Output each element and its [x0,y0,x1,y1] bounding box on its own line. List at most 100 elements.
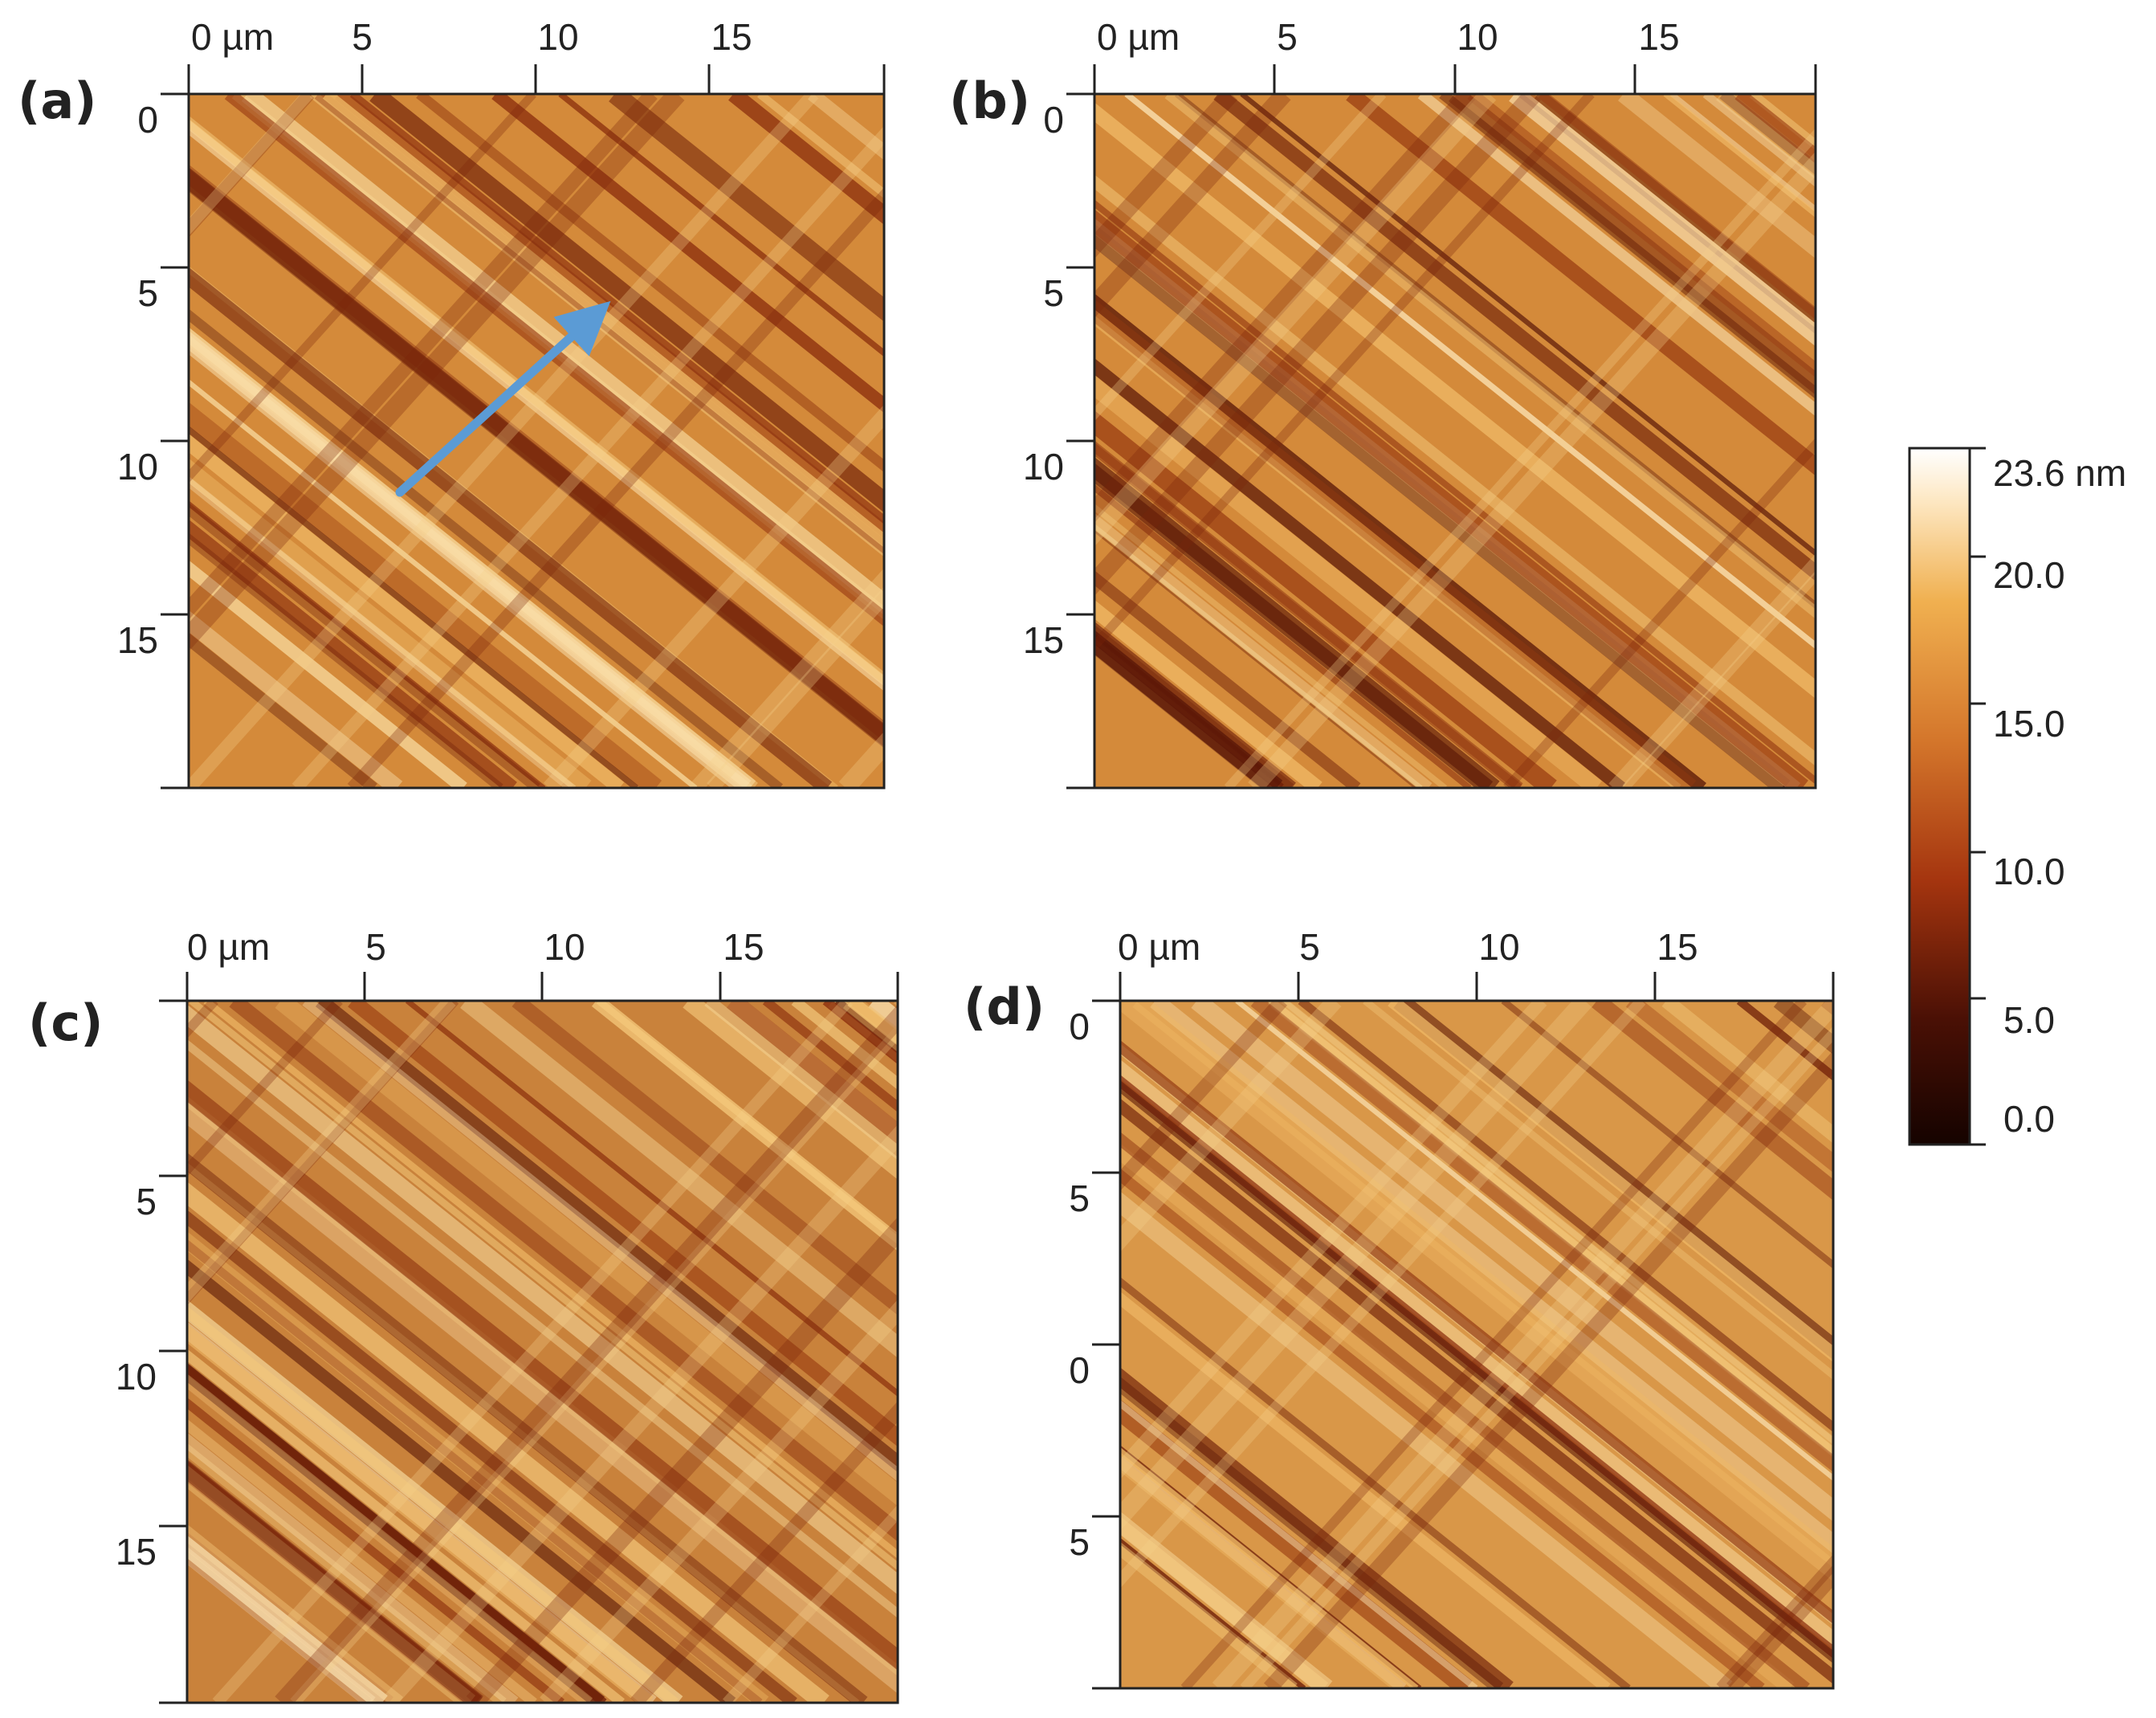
texture-stripe [1250,1001,1833,1472]
x-tick-label: 15 [711,16,752,58]
texture-stripe [1716,1554,1833,1688]
texture-stripe [1224,128,1816,788]
colorbar-label: 10.0 [1993,851,2065,892]
texture-stripe [1094,94,1476,523]
texture-stripe [189,94,819,788]
texture-stripe [187,1305,679,1703]
y-tick-label: 15 [1023,619,1064,661]
texture-stripe [187,1181,829,1703]
texture-stripe [1268,1001,1833,1456]
texture-stripe [1622,570,1816,788]
texture-stripe [1120,1001,1342,1253]
texture-stripe [543,404,884,788]
afm-image-d [1119,999,2156,1690]
y-tick-label: 15 [117,619,158,661]
texture-stripe [1094,463,1494,788]
texture-stripe [187,1239,763,1703]
y-tick-label: 5 [137,272,158,314]
texture-stripe [540,1300,898,1703]
y-tick-label: 15 [116,1531,157,1573]
texture-stripe [1661,1001,1833,1144]
texture-stripe [1120,1079,1833,1664]
texture-stripe [187,1461,483,1703]
texture-stripe [1120,1376,1504,1688]
x-axis-d: 0 µm 5 10 15 [1118,926,1835,1001]
y-tick-label: 10 [1023,446,1064,488]
texture-stripe [187,1349,625,1703]
x-tick-label: 15 [723,926,764,968]
texture-stripe [187,1039,898,1618]
texture-stripe [187,1100,898,1694]
y-axis-d: 0 5 0 5 [1069,999,1120,1690]
texture-stripe [1124,94,1816,650]
x-tick-label: 5 [365,926,386,968]
texture-stripe [369,94,884,513]
texture-stripe [1240,1026,1833,1688]
x-tick-label: 5 [352,16,373,58]
colorbar-label: 5.0 [2003,999,2055,1041]
texture-stripe [1213,94,1816,582]
texture-stripe [189,94,313,236]
texture-stripe [466,1217,898,1703]
panel-a: (a) 0 µm 5 10 15 0 5 10 15 [18,16,886,790]
texture-stripe [189,402,662,788]
texture-stripe [491,94,884,414]
x-tick-label: 10 [537,16,578,58]
texture-stripe [1094,599,1323,788]
texture-stripe [1094,102,1816,699]
texture-stripe [189,115,884,685]
texture-stripe [1120,1132,1810,1688]
afm-image-b [1093,92,1817,790]
texture-stripe [315,1001,898,1473]
texture-stripe [1212,1001,1833,1688]
y-axis-c: 5 10 15 [116,999,187,1704]
texture-stripe [1094,440,1523,788]
texture-b [1094,94,1816,788]
texture-stripe [187,1324,654,1703]
texture-stripe [322,94,884,548]
texture-stripe [212,1001,854,1703]
texture-stripe [723,1504,898,1703]
texture-stripe [290,1023,898,1703]
texture-stripe [1094,523,1423,788]
texture-d [1120,1001,2156,1688]
texture-stripe [189,610,403,788]
texture-stripe [1618,94,1816,259]
texture-stripe [347,187,884,788]
image-bg-d [1120,1001,1833,1688]
texture-stripe [1592,1001,1833,1201]
texture-stripe [189,533,503,788]
texture-stripe [728,94,884,225]
texture-stripe [187,1373,593,1703]
texture-stripe [726,1001,898,1145]
texture-stripe [1120,1001,1288,1191]
texture-stripe [189,502,540,788]
panel-label-c: (c) [28,994,103,1052]
texture-stripe [189,94,685,651]
panel-c: (c) 0 µm 5 10 15 5 10 15 [28,926,899,1704]
panel-b: (b) 0 µm 5 10 15 0 5 10 15 [949,16,1817,790]
texture-stripe [302,1001,898,1482]
texture-stripe [704,1001,898,1161]
texture-stripe [1120,1276,1631,1688]
x-tick-label: 10 [544,926,585,968]
texture-stripe [334,94,884,539]
texture-stripe [189,167,884,747]
texture-stripe [1094,512,1433,788]
texture-stripe [1848,1001,2156,1688]
texture-stripe [1346,94,1816,476]
texture-stripe [1094,484,1472,788]
texture-stripe [187,1231,769,1703]
x-tick-label: 0 µm [191,16,274,58]
texture-stripe [609,94,884,322]
texture-stripe [187,1459,483,1703]
texture-stripe [1094,410,1557,788]
x-tick-label: 10 [1478,926,1519,968]
x-tick-label: 5 [1299,926,1320,968]
direction-arrow [395,300,611,497]
texture-stripe [1094,570,1361,788]
texture-stripe [187,1459,482,1703]
panel-label-a: (a) [18,71,97,130]
x-axis-b: 0 µm 5 10 15 [1093,16,1817,94]
